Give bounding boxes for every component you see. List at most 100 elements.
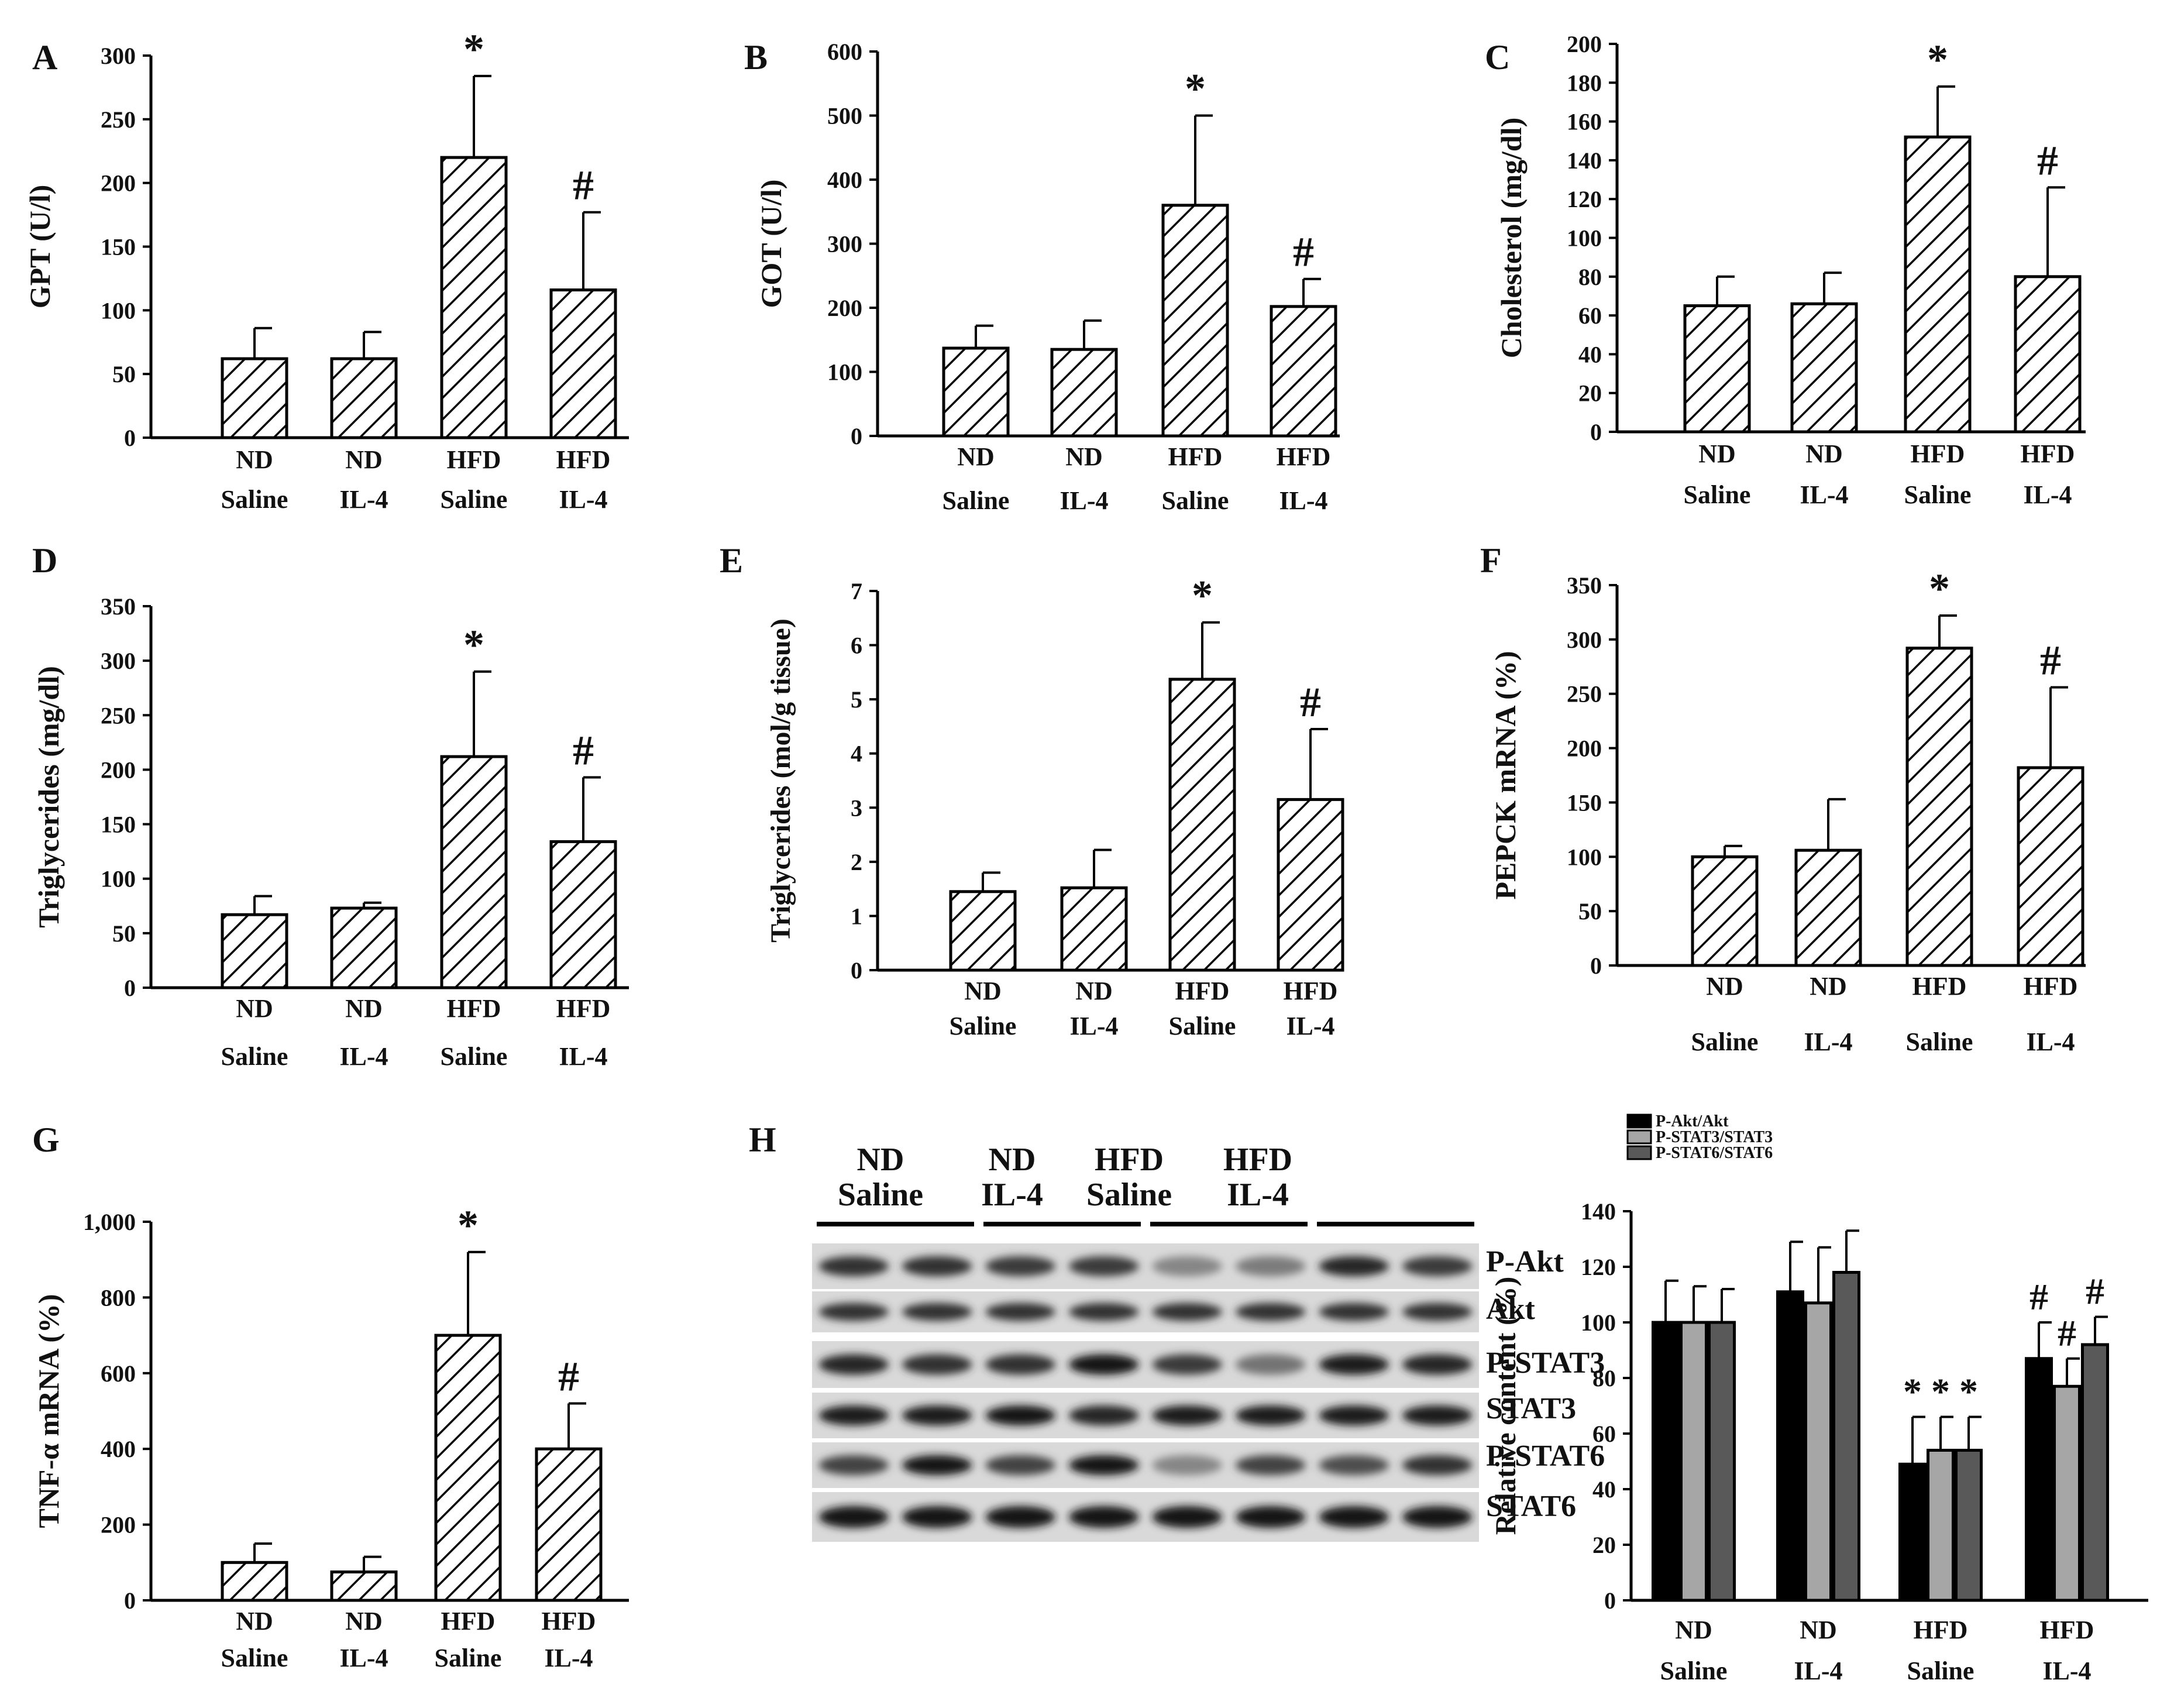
- blot-band: [1152, 1256, 1223, 1277]
- y-tick-label: 40: [1592, 1476, 1616, 1503]
- significance-marker: *: [1927, 36, 1948, 83]
- panel-c: C Cholesterol (mg/dl) 0 20 40 60 80 100 120 140 16…: [1485, 31, 2086, 509]
- blot-row: P-Akt: [812, 1243, 1564, 1289]
- x-category-sublabel: Saline: [221, 485, 288, 514]
- y-tick-label: 3: [851, 795, 862, 821]
- panel-letter: H: [749, 1121, 776, 1159]
- significance-marker: #: [2029, 1276, 2048, 1318]
- y-tick-label: 160: [1567, 109, 1602, 135]
- bar: [1277, 798, 1344, 972]
- y-tick-label: 350: [101, 593, 136, 620]
- y-tick-label: 120: [1581, 1254, 1616, 1280]
- blot-band: [1402, 1354, 1473, 1375]
- x-category-label: HFD: [542, 1607, 596, 1635]
- panel-d: D Triglycerides (mg/dl) 0 50 100 150 200 250 300…: [32, 541, 629, 1071]
- y-tick-label: 0: [124, 425, 136, 451]
- x-category-sublabel: Saline: [942, 486, 1010, 515]
- blot-row-label: P-Akt: [1486, 1245, 1564, 1279]
- y-tick-label: 1,000: [83, 1209, 136, 1235]
- blot-row: P-STAT3: [812, 1341, 1605, 1388]
- bar: [330, 906, 398, 989]
- significance-marker: *: [1929, 565, 1950, 612]
- bar: [1955, 1449, 1983, 1602]
- y-tick-label: 0: [851, 957, 862, 984]
- bar: [549, 840, 617, 989]
- x-category-label: HFD: [1912, 972, 1967, 1001]
- y-axis-label: TNF-α mRNA (%): [32, 1294, 65, 1528]
- blot-band: [1235, 1455, 1306, 1476]
- bar: [1904, 135, 1972, 434]
- y-tick-label: 200: [827, 295, 862, 321]
- x-category-sublabel: IL-4: [1804, 1027, 1852, 1056]
- panel-g: G TNF-α mRNA (%) 0 200 400 600 800 1,000 ND Salin…: [32, 1121, 629, 1672]
- x-category-sublabel: Saline: [441, 485, 508, 514]
- significance-marker: *: [1903, 1371, 1922, 1413]
- x-category-sublabel: Saline: [221, 1042, 288, 1071]
- blot-band: [1319, 1405, 1389, 1426]
- x-category-sublabel: IL-4: [1060, 486, 1108, 515]
- y-tick-label: 300: [1567, 627, 1602, 653]
- blot-band: [818, 1303, 889, 1321]
- y-tick-label: 350: [1567, 572, 1602, 599]
- bar: [1804, 1301, 1832, 1602]
- significance-marker: #: [1300, 679, 1321, 726]
- bar: [1927, 1449, 1955, 1602]
- x-category-label: HFD: [556, 445, 611, 474]
- legend-label: P-STAT6/STAT6: [1656, 1144, 1773, 1162]
- x-category-label: ND: [1800, 1616, 1837, 1644]
- significance-marker: #: [2037, 137, 2058, 184]
- panel-e: E Triglycerides (mol/g tissue) 0 1 2 3 4 5 6 7 ND S…: [720, 541, 1344, 1040]
- significance-marker: #: [1293, 229, 1314, 276]
- bar: [2025, 1357, 2053, 1602]
- y-tick-label: 600: [827, 39, 862, 65]
- y-tick-label: 0: [124, 1587, 136, 1614]
- y-tick-label: 300: [101, 648, 136, 674]
- x-category-sublabel: IL-4: [559, 485, 607, 514]
- y-tick-label: 50: [1578, 898, 1602, 925]
- y-tick-label: 40: [1578, 341, 1602, 367]
- blot-band: [1068, 1256, 1139, 1277]
- y-tick-label: 20: [1592, 1532, 1616, 1558]
- x-category-label: HFD: [1277, 442, 1331, 471]
- y-tick-label: 200: [1567, 31, 1602, 57]
- blot-band: [1152, 1506, 1223, 1528]
- significance-marker: *: [463, 26, 484, 73]
- x-category-sublabel: IL-4: [2023, 480, 2072, 509]
- x-category-sublabel: IL-4: [1794, 1657, 1842, 1685]
- x-category-sublabel: Saline: [1162, 486, 1229, 515]
- x-category-sublabel: IL-4: [559, 1042, 607, 1071]
- x-category-sublabel: Saline: [1660, 1657, 1728, 1685]
- panel-letter: F: [1480, 541, 1502, 580]
- y-axis-label: Relative content (%): [1489, 1277, 1522, 1535]
- x-category-sublabel: IL-4: [1286, 1012, 1334, 1040]
- y-tick-label: 7: [851, 578, 862, 604]
- x-category-label: ND: [1065, 442, 1103, 471]
- y-tick-label: 100: [101, 297, 136, 324]
- blot-row: STAT3: [812, 1392, 1576, 1438]
- y-tick-label: 100: [1567, 225, 1602, 252]
- x-category-label: ND: [1698, 439, 1736, 468]
- blot-row-label: STAT6: [1486, 1490, 1576, 1523]
- blot-group-sublabel: Saline: [838, 1177, 923, 1213]
- blot-band: [1068, 1506, 1139, 1528]
- y-tick-label: 800: [101, 1284, 136, 1311]
- panel-letter: B: [744, 38, 768, 77]
- blot-band: [1068, 1405, 1139, 1426]
- blot-band: [1068, 1354, 1139, 1375]
- blot-band: [818, 1405, 889, 1426]
- blot-band: [818, 1354, 889, 1375]
- blot-band: [902, 1354, 972, 1375]
- y-tick-label: 180: [1567, 70, 1602, 96]
- blot-band: [1402, 1405, 1473, 1426]
- x-category-label: ND: [1810, 972, 1847, 1001]
- significance-marker: #: [2058, 1312, 2076, 1354]
- blot-group-label: HFD: [1095, 1142, 1164, 1178]
- panel-letter: C: [1485, 38, 1510, 77]
- blot-band: [985, 1405, 1056, 1426]
- panel-b: B GOT (U/l) 0 100 200 300 400 500 600 ND Saline ND I…: [744, 38, 1340, 515]
- x-category-label: ND: [1805, 439, 1843, 468]
- blot-band: [985, 1256, 1056, 1277]
- y-tick-label: 200: [101, 170, 136, 197]
